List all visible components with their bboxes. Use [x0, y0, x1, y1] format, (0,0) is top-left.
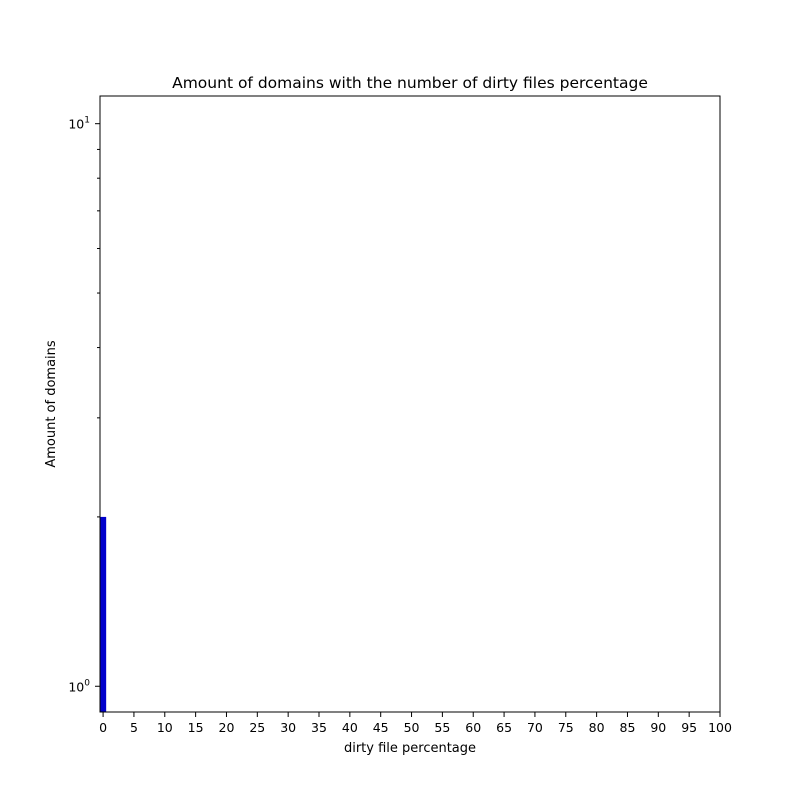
x-tick-label-12: 60 [465, 720, 481, 735]
x-tick-label-4: 20 [219, 720, 235, 735]
x-tick-label-0: 0 [99, 720, 107, 735]
y-tick-label-0: 100 [68, 678, 90, 694]
x-tick-label-18: 90 [650, 720, 666, 735]
y-axis-ticks: 100 101 [68, 116, 100, 694]
x-axis-label: dirty file percentage [344, 741, 476, 756]
x-tick-label-16: 80 [589, 720, 605, 735]
bars-layer [100, 516, 107, 712]
x-tick-label-10: 50 [404, 720, 420, 735]
y-tick-label-1: 101 [68, 116, 90, 132]
x-tick-label-2: 10 [157, 720, 173, 735]
x-tick-label-3: 15 [188, 720, 204, 735]
x-tick-label-9: 45 [373, 720, 389, 735]
x-tick-label-6: 30 [280, 720, 296, 735]
y-axis-label: Amount of domains [44, 340, 59, 468]
x-tick-label-5: 25 [249, 720, 265, 735]
x-tick-label-19: 95 [681, 720, 697, 735]
x-tick-label-15: 75 [558, 720, 574, 735]
x-tick-label-17: 85 [620, 720, 636, 735]
x-tick-label-8: 40 [342, 720, 358, 735]
x-tick-label-7: 35 [311, 720, 327, 735]
x-tick-label-20: 100 [708, 720, 732, 735]
chart-title: Amount of domains with the number of dir… [172, 74, 648, 92]
x-tick-label-13: 65 [496, 720, 512, 735]
bar-0 [100, 516, 107, 712]
x-tick-label-1: 5 [130, 720, 138, 735]
x-axis-ticks: 0 5 10 15 20 25 30 35 40 45 50 55 60 65 70 75 80 85 90 95 10… [99, 712, 732, 735]
x-tick-label-14: 70 [527, 720, 543, 735]
plot-frame [99, 95, 721, 713]
x-tick-label-11: 55 [434, 720, 450, 735]
